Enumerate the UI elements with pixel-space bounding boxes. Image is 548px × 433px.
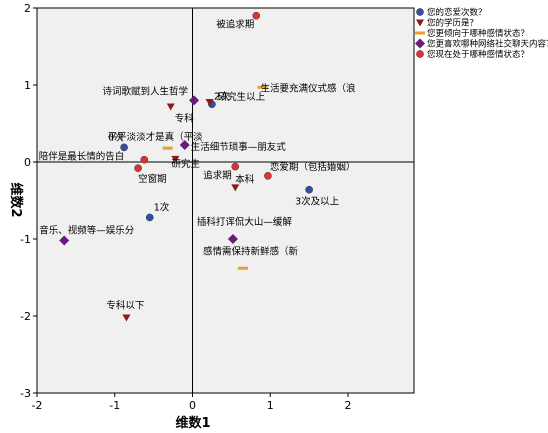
scatter-point <box>205 98 214 106</box>
point-label: 平平淡淡才是真（平淡 <box>108 131 204 143</box>
scatter-point <box>227 234 238 244</box>
scatter-point <box>231 184 240 192</box>
legend-marker <box>415 38 425 49</box>
point-label: 研究生以上 <box>218 91 266 103</box>
scatter-point <box>145 213 154 222</box>
legend-marker <box>416 19 424 27</box>
legend-label: 您更倾向于哪种感情状态？ <box>427 28 529 39</box>
point-label: 2次 <box>214 90 230 102</box>
legend-item: 您更喜欢哪种网络社交聊天内容？ <box>415 38 548 50</box>
scatter-point-group: 专科以下 <box>106 300 144 322</box>
legend-marker <box>416 8 424 16</box>
scatter-point-group: 本科 <box>231 173 255 192</box>
scatter-point-group: 恋爱期（包括婚姻） <box>264 161 355 180</box>
x-axis-title: 维数1 <box>175 415 210 431</box>
point-label: 追求期 <box>203 170 232 182</box>
x-tick-label: 1 <box>267 399 274 412</box>
point-label: 被追求期 <box>216 19 254 31</box>
legend-label: 您现在处于哪种感情状态？ <box>427 49 529 60</box>
point-label: 本科 <box>235 173 255 185</box>
scatter-point-group: 平平淡淡才是真（平淡 <box>108 131 204 150</box>
point-label: 1次 <box>154 201 170 213</box>
legend-label: 您的恋爱次数？ <box>427 7 487 18</box>
scatter-point-group: 音乐、视频等—娱乐分 <box>39 225 135 246</box>
scatter-point-group: 空窗期 <box>134 164 167 185</box>
scatter-point <box>59 235 70 246</box>
legend-item: 您的恋爱次数？ <box>416 7 487 18</box>
scatter-point <box>264 172 272 180</box>
scatter-point-group: 插科打诨侃大山—缓解 <box>197 216 293 244</box>
scatter-point-group: 研究生以上 <box>205 91 266 106</box>
reference-lines <box>37 8 414 393</box>
legend-marker <box>415 31 425 35</box>
x-tick-label: 2 <box>345 399 352 412</box>
point-label: 诗词歌赋到人生哲学 <box>103 85 189 97</box>
scatter-point <box>162 146 173 150</box>
point-label: 3次及以上 <box>295 196 340 208</box>
point-label: 音乐、视频等—娱乐分 <box>39 225 135 237</box>
scatter-point <box>166 103 175 111</box>
scatter-point-group: 追求期 <box>203 162 240 182</box>
legend-label: 您的学历是？ <box>427 18 478 29</box>
scatter-point-group: 生活细节琐事—朋友式 <box>179 140 287 153</box>
scatter-point <box>140 155 149 164</box>
y-tick-label: 0 <box>24 156 31 169</box>
scatter-point <box>179 140 190 151</box>
scatter-point-group: 0次 <box>108 131 128 152</box>
scatter-point <box>252 11 261 20</box>
point-label: 生活细节琐事—朋友式 <box>191 141 287 153</box>
scatter-point-group: 生活要充满仪式感（浪 <box>257 82 356 94</box>
point-label: 生活要充满仪式感（浪 <box>260 82 356 94</box>
scatter-point <box>134 164 142 172</box>
point-label: 恋爱期（包括婚姻） <box>270 161 356 173</box>
scatter-point-group: 诗词歌赋到人生哲学 <box>103 85 200 106</box>
scatter-point-group: 感情需保持新鲜感（新 <box>203 245 299 270</box>
scatter-point-group: 被追求期 <box>216 11 261 31</box>
point-label: 陪伴是最长情的告白 <box>39 151 125 163</box>
legend-item: 您更倾向于哪种感情状态？ <box>415 28 529 39</box>
scatter-point <box>305 185 313 194</box>
point-label: 专科 <box>175 113 195 125</box>
legend-item: 您现在处于哪种感情状态？ <box>416 49 529 60</box>
scatter-point-group: 专科 <box>166 103 195 125</box>
x-tick-label: -1 <box>109 399 120 412</box>
scatter-point <box>122 314 131 322</box>
scatter-point-group: 陪伴是最长情的告白 <box>39 151 149 164</box>
x-tick-label: -2 <box>32 399 43 412</box>
y-tick-label: -3 <box>20 387 31 400</box>
point-label: 插科打诨侃大山—缓解 <box>197 216 293 228</box>
point-label: 研究生 <box>171 158 200 170</box>
scatter-point <box>238 266 249 270</box>
point-label: 0次 <box>108 131 124 143</box>
legend-item: 您的学历是？ <box>416 18 478 29</box>
scatter-point-group: 研究生 <box>171 155 200 170</box>
legend: 您的恋爱次数？您的学历是？您更倾向于哪种感情状态？您更喜欢哪种网络社交聊天内容？… <box>415 7 548 60</box>
scatter-point <box>231 162 240 171</box>
point-label: 空窗期 <box>138 173 167 185</box>
scatter-point <box>189 95 200 106</box>
y-tick-label: -2 <box>20 310 31 323</box>
y-tick-label: 2 <box>24 2 31 15</box>
plot-area <box>36 7 415 394</box>
scatter-point-group: 1次 <box>145 201 170 222</box>
scatter-point <box>257 85 268 89</box>
legend-marker <box>416 50 424 58</box>
y-tick-label: -1 <box>20 233 31 246</box>
scatter-point <box>171 155 180 163</box>
point-label: 专科以下 <box>106 300 144 312</box>
legend-label: 您更喜欢哪种网络社交聊天内容？ <box>427 39 548 50</box>
x-tick-label: 0 <box>189 399 196 412</box>
y-tick-label: 1 <box>24 79 31 92</box>
scatter-point <box>120 143 128 152</box>
point-label: 感情需保持新鲜感（新 <box>203 245 299 257</box>
y-axis-title: 维数2 <box>8 182 24 217</box>
scatter-point-group: 3次及以上 <box>295 185 340 208</box>
